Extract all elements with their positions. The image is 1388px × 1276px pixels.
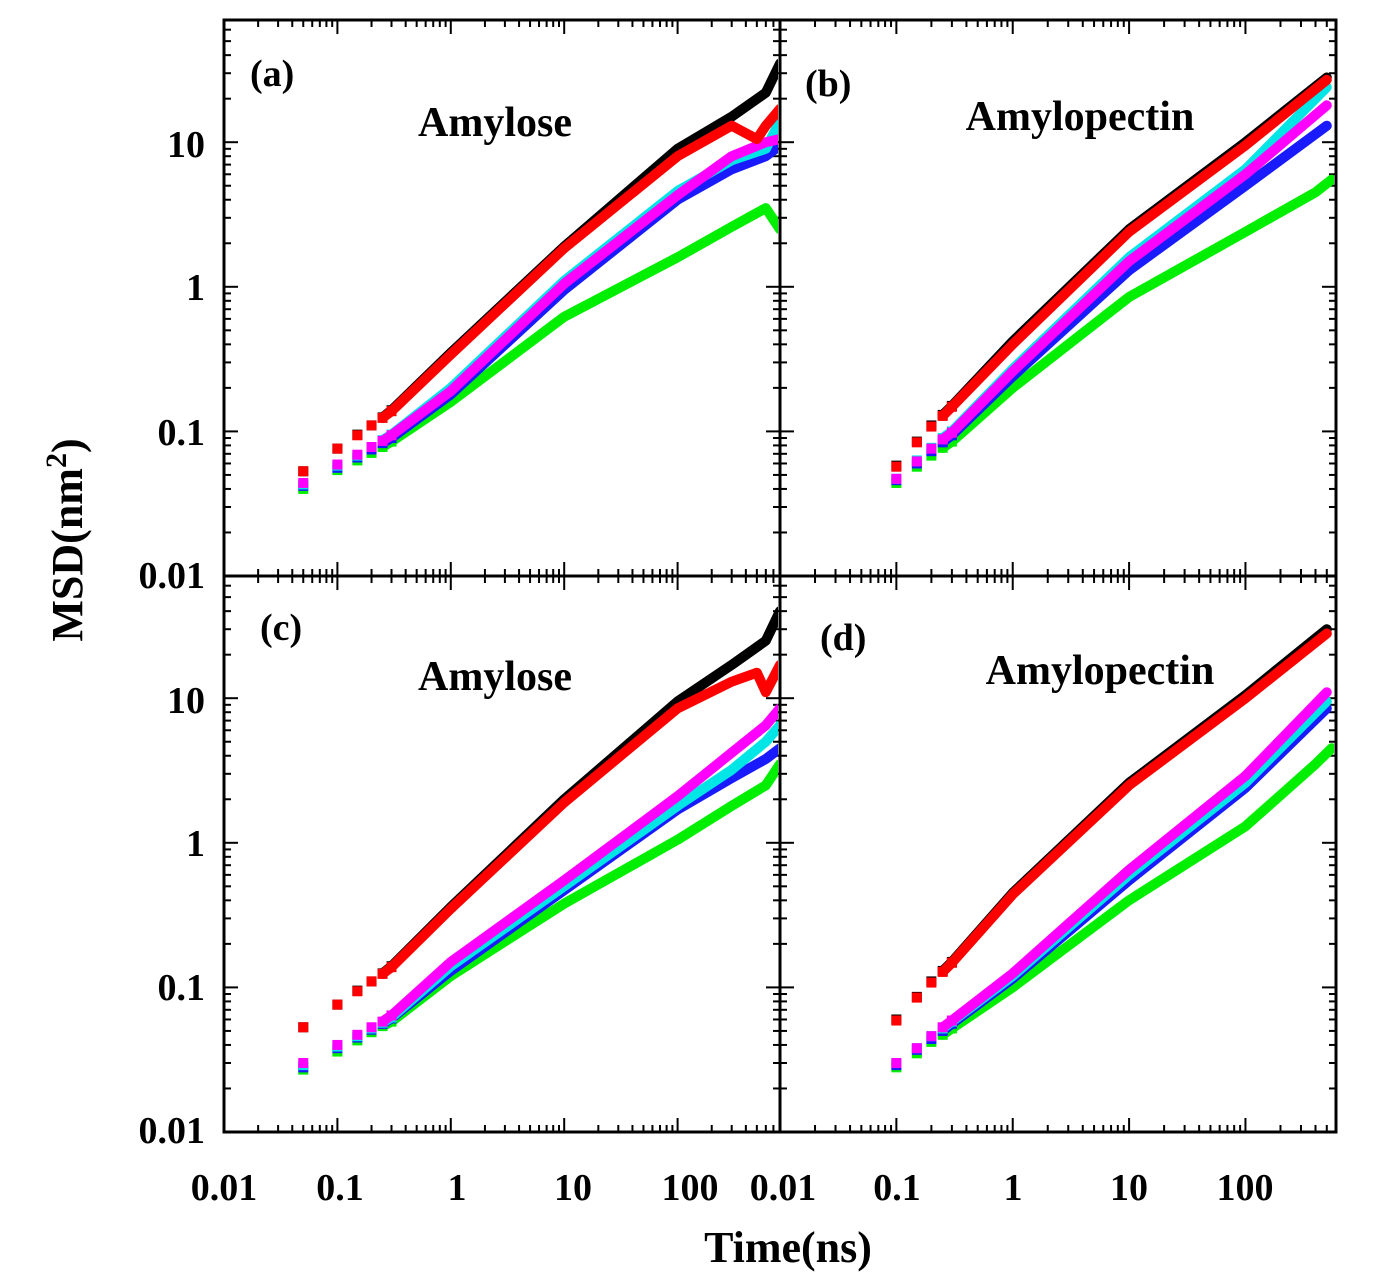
data-point-b-3-2 [926, 443, 937, 454]
x-tick-label-left-100: 100 [662, 1167, 719, 1209]
y-tick-label-bottom-10: 10 [167, 680, 205, 722]
data-point-b-1-3 [937, 410, 948, 421]
data-point-c-3-2 [352, 1029, 363, 1040]
panel-a: (a) Amylose [222, 18, 782, 578]
data-point-a-1-1 [332, 443, 343, 454]
data-point-d-1-1 [911, 992, 922, 1003]
series-line-c-2 [377, 720, 778, 1028]
series-line-b-4 [937, 120, 1332, 448]
data-point-c-3-4 [377, 1016, 388, 1027]
data-point-c-1-2 [352, 986, 363, 997]
plot-frame-d [778, 574, 1338, 1134]
panel-b: (b) Amylopectin [778, 18, 1338, 578]
series-line-d-3 [937, 687, 1332, 1033]
x-tick-label-right-10: 10 [1110, 1167, 1148, 1209]
y-tick-label-top-10: 10 [167, 124, 205, 166]
panel-title-c: Amylose [418, 654, 572, 700]
x-tick-label-left-0.01: 0.01 [191, 1167, 258, 1209]
data-point-a-3-5 [386, 430, 397, 441]
data-point-d-3-4 [946, 1015, 957, 1026]
x-tick-label-right-100: 100 [1217, 1167, 1274, 1209]
y-tick-label-bottom-0.1: 0.1 [158, 967, 206, 1009]
panel-title-b: Amylopectin [966, 94, 1195, 140]
series-line-a-1 [377, 104, 778, 423]
panel-tag-a: (a) [250, 53, 294, 95]
data-point-c-1-3 [366, 976, 377, 987]
series-line-c-3 [377, 703, 778, 1027]
data-point-d-3-2 [926, 1031, 937, 1042]
panel-tag-d: (d) [820, 617, 866, 659]
data-point-b-1-4 [946, 401, 957, 412]
y-axis-title-superscript: 2 [40, 453, 73, 468]
data-point-b-3-1 [911, 456, 922, 467]
data-point-c-1-1 [332, 999, 343, 1010]
series-line-c-5 [377, 759, 778, 1032]
data-point-c-1-0 [298, 1022, 309, 1033]
panel-tag-b: (b) [805, 63, 851, 105]
data-point-d-1-4 [946, 957, 957, 968]
data-point-b-3-0 [891, 473, 902, 484]
x-tick-label-right-0.01: 0.01 [750, 1167, 817, 1209]
data-point-d-3-1 [911, 1043, 922, 1054]
data-point-d-1-3 [937, 966, 948, 977]
data-point-b-1-2 [926, 421, 937, 432]
y-tick-label-bottom-0.01: 0.01 [139, 1110, 206, 1152]
panels-group: (a) Amylose (b) Amylopectin (c) Amylose (d) Amy… [222, 18, 1338, 1134]
data-point-c-3-0 [298, 1058, 309, 1069]
x-tick-label-left-0.1: 0.1 [316, 1167, 364, 1209]
panel-c: (c) Amylose [222, 574, 782, 1134]
data-point-d-1-0 [891, 1015, 902, 1026]
x-tick-label-left-1: 1 [448, 1167, 467, 1209]
data-point-b-5-3 [937, 442, 948, 453]
data-point-c-1-5 [386, 962, 397, 973]
y-tick-label-bottom-1: 1 [186, 823, 205, 865]
y-axis-title-main: MSD(nm [43, 468, 92, 642]
panel-title-d: Amylopectin [986, 648, 1215, 694]
x-axis-title: Time(ns) [704, 1223, 872, 1272]
data-point-a-3-4 [377, 435, 388, 446]
series-group-d [891, 624, 1334, 1073]
data-point-b-1-0 [891, 461, 902, 472]
data-point-a-3-2 [352, 449, 363, 460]
y-tick-label-top-1: 1 [186, 267, 205, 309]
data-point-c-1-4 [377, 968, 388, 979]
y-tick-label-top-0.01: 0.01 [139, 555, 206, 597]
data-point-a-1-5 [386, 406, 397, 417]
data-point-a-3-3 [366, 442, 377, 453]
data-point-c-3-3 [366, 1022, 377, 1033]
data-point-c-3-1 [332, 1039, 343, 1050]
series-group-b [891, 72, 1334, 488]
data-point-a-3-1 [332, 459, 343, 470]
data-point-d-3-0 [891, 1058, 902, 1069]
data-point-a-1-4 [377, 412, 388, 423]
series-group-a [298, 58, 778, 494]
y-tick-label-top-0.1: 0.1 [158, 412, 206, 454]
data-point-a-3-0 [298, 477, 309, 488]
data-point-a-1-0 [298, 466, 309, 477]
data-point-b-3-4 [946, 427, 957, 438]
series-group-c [298, 606, 778, 1075]
data-point-a-1-2 [352, 430, 363, 441]
data-point-b-3-3 [937, 434, 948, 445]
y-axis-title: MSD(nm2) [40, 438, 92, 641]
data-point-d-1-2 [926, 977, 937, 988]
data-point-d-3-3 [937, 1022, 948, 1033]
y-axis-title-close: ) [43, 438, 92, 453]
series-line-a-5 [377, 203, 778, 452]
x-tick-label-left-10: 10 [554, 1167, 592, 1209]
series-line-c-1 [377, 660, 778, 979]
data-point-b-1-1 [911, 437, 922, 448]
series-line-a-3 [377, 134, 778, 446]
x-tick-label-right-0.1: 0.1 [873, 1167, 921, 1209]
panel-d: (d) Amylopectin [778, 574, 1338, 1134]
data-point-a-1-3 [366, 420, 377, 431]
x-tick-label-right-1: 1 [1004, 1167, 1023, 1209]
data-point-c-3-5 [386, 1010, 397, 1021]
panel-title-a: Amylose [418, 100, 572, 146]
panel-tag-c: (c) [260, 607, 302, 649]
data-point-b-5-4 [946, 436, 957, 447]
